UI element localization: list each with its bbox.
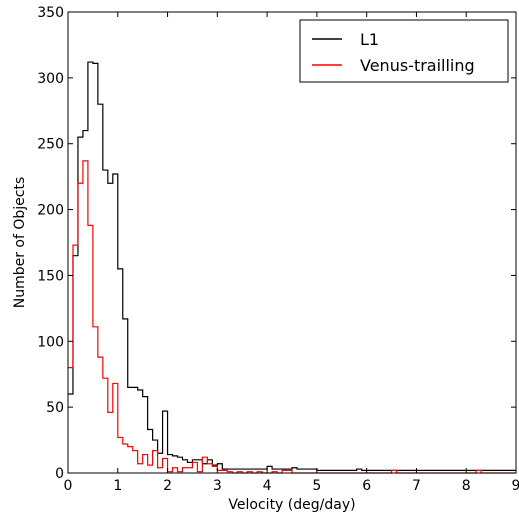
x-axis-label: Velocity (deg/day) — [228, 497, 355, 513]
x-tick-label: 4 — [263, 478, 272, 494]
axis-ticks: 0 1 2 3 4 5 6 7 8 9 0 50 100 150 200 250 300 350 — [37, 5, 519, 494]
x-tick-label: 2 — [163, 478, 172, 494]
plot-area: 0 1 2 3 4 5 6 7 8 9 0 50 100 150 200 250 300 350 — [37, 5, 519, 494]
y-axis-label: Number of Objects — [12, 177, 28, 309]
y-tick-label: 300 — [37, 71, 64, 87]
y-tick-label: 50 — [46, 400, 64, 416]
x-tick-label: 3 — [213, 478, 222, 494]
series-layer — [68, 61, 516, 474]
legend-label-l1: L1 — [360, 30, 379, 49]
x-tick-label: 1 — [113, 478, 122, 494]
legend-box — [299, 19, 509, 83]
legend-label-venus-trailling: Venus-trailling — [360, 56, 475, 75]
y-tick-label: 150 — [37, 268, 64, 284]
y-tick-label: 350 — [37, 5, 64, 21]
series-line-l1 — [68, 61, 516, 471]
x-tick-label: 6 — [362, 478, 371, 494]
series-line-venus-trailling — [68, 160, 516, 474]
x-tick-label: 9 — [512, 478, 519, 494]
x-tick-label: 0 — [64, 478, 73, 494]
y-tick-label: 200 — [37, 203, 64, 219]
x-tick-label: 7 — [412, 478, 421, 494]
plot-frame — [67, 11, 517, 474]
y-tick-label: 0 — [55, 466, 64, 482]
legend: L1 Venus-trailling — [299, 19, 509, 83]
x-tick-label: 8 — [462, 478, 471, 494]
x-tick-label: 5 — [312, 478, 321, 494]
y-tick-label: 250 — [37, 137, 64, 153]
y-tick-label: 100 — [37, 334, 64, 350]
